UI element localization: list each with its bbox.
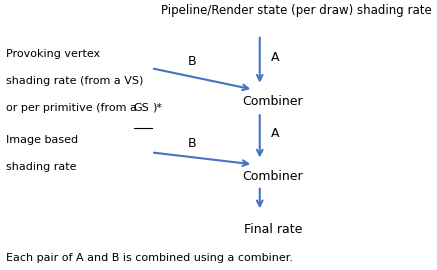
Text: A: A — [271, 51, 279, 64]
Text: Each pair of A and B is combined using a combiner.: Each pair of A and B is combined using a… — [6, 253, 293, 263]
Text: Final rate: Final rate — [243, 223, 302, 236]
Text: A: A — [271, 127, 279, 140]
Text: B: B — [188, 137, 197, 150]
Text: GS: GS — [134, 103, 149, 113]
Text: B: B — [188, 55, 197, 68]
Text: shading rate: shading rate — [6, 162, 76, 172]
Text: Provoking vertex: Provoking vertex — [6, 49, 100, 59]
Text: Combiner: Combiner — [243, 170, 303, 183]
Text: Combiner: Combiner — [243, 95, 303, 108]
Text: Image based: Image based — [6, 135, 78, 145]
Text: or per primitive (from a: or per primitive (from a — [6, 103, 140, 113]
Text: shading rate (from a VS): shading rate (from a VS) — [6, 76, 143, 86]
Text: Pipeline/Render state (per draw) shading rate: Pipeline/Render state (per draw) shading… — [160, 4, 431, 17]
Text: )*: )* — [153, 103, 163, 113]
